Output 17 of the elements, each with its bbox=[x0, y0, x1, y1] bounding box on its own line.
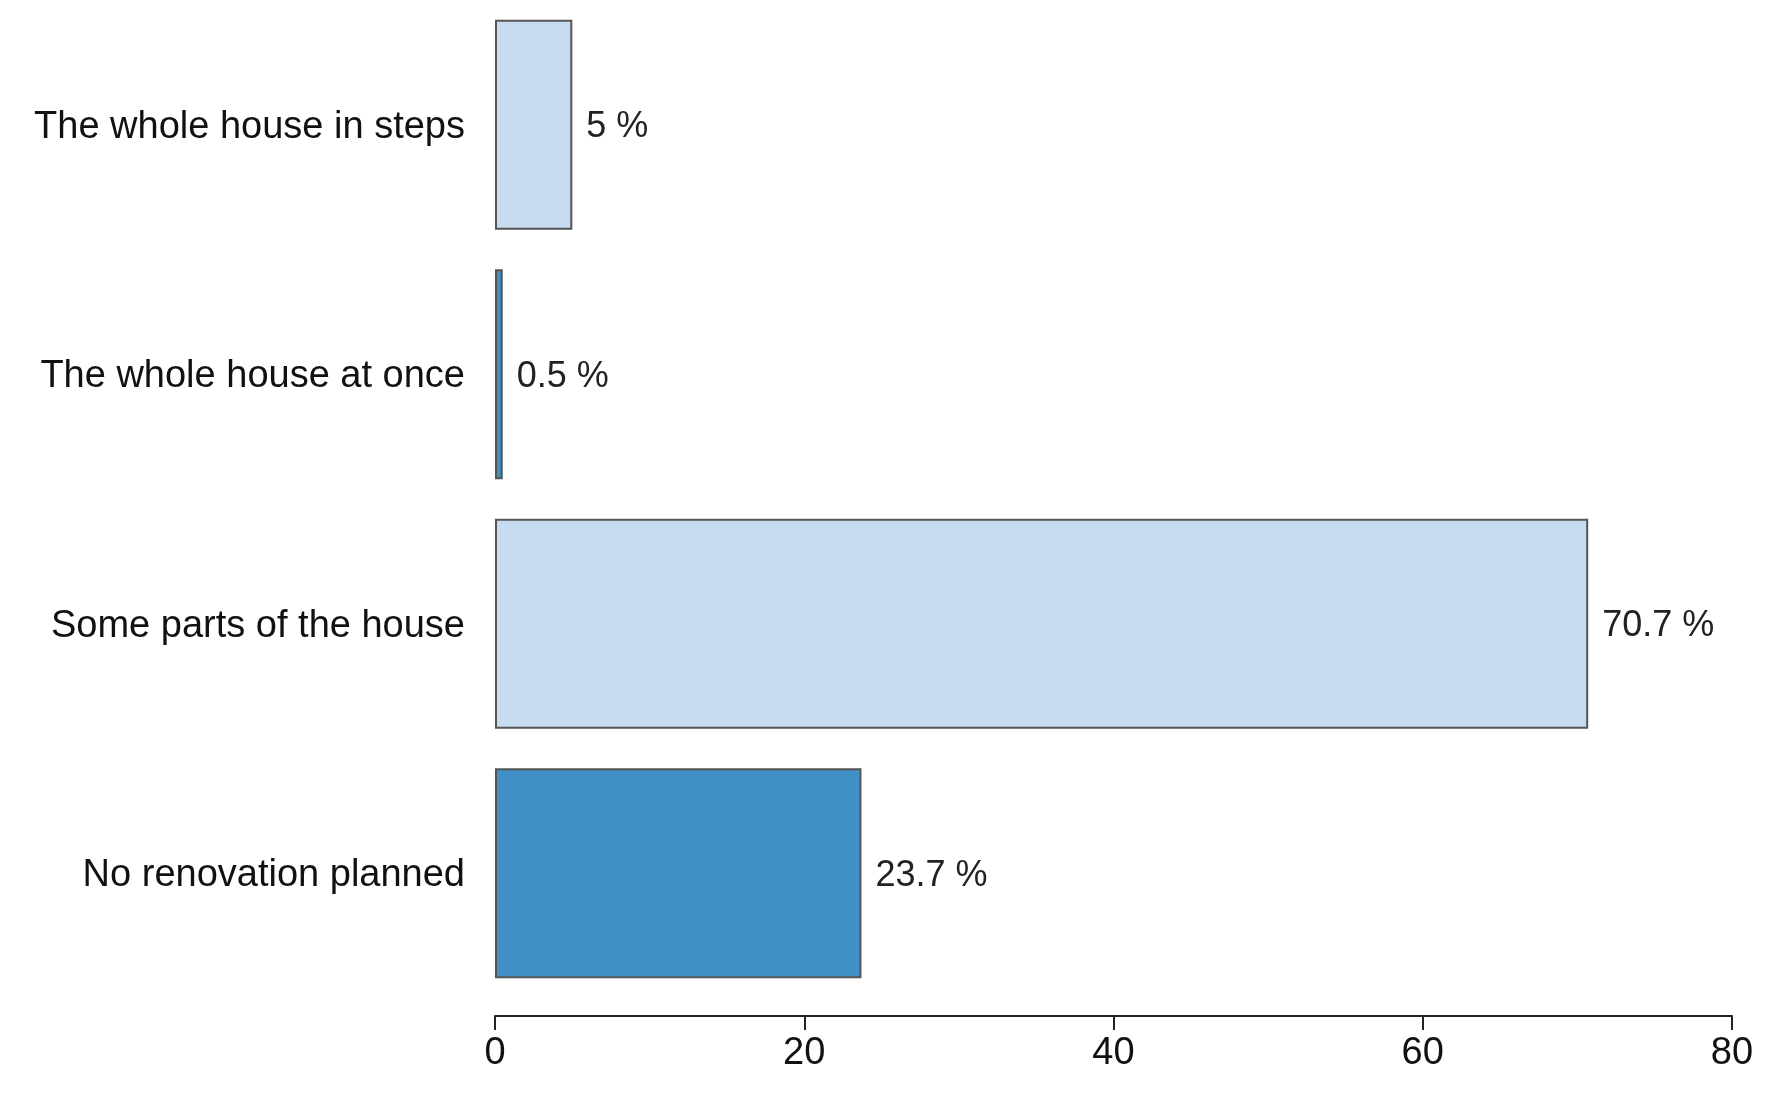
bar bbox=[495, 19, 573, 230]
y-tick-label: The whole house at once bbox=[40, 353, 465, 396]
y-tick-label: Some parts of the house bbox=[50, 602, 465, 645]
x-tick-label: 0 bbox=[484, 1030, 506, 1072]
bar bbox=[495, 768, 862, 979]
y-tick-label: The whole house in steps bbox=[34, 103, 465, 146]
data-label: 23.7 % bbox=[875, 852, 988, 894]
x-tick-label: 20 bbox=[783, 1030, 826, 1072]
bar bbox=[495, 269, 503, 480]
data-label: 0.5 % bbox=[516, 353, 609, 395]
data-label: 70.7 % bbox=[1602, 603, 1715, 645]
x-tick-label: 60 bbox=[1401, 1030, 1444, 1072]
y-tick-label: No renovation planned bbox=[82, 852, 465, 895]
data-label: 5 % bbox=[586, 104, 649, 146]
bar bbox=[495, 518, 1589, 729]
x-tick-label: 40 bbox=[1092, 1030, 1135, 1072]
x-tick-label: 80 bbox=[1710, 1030, 1754, 1072]
